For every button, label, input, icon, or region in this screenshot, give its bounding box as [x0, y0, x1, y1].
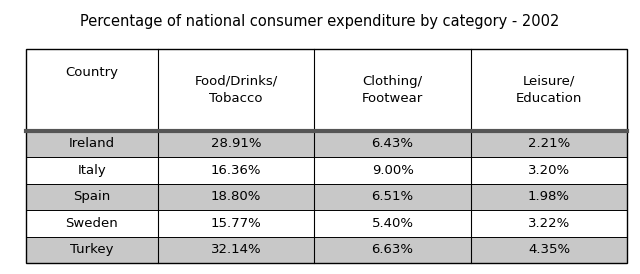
Text: 6.51%: 6.51%	[371, 190, 413, 203]
Text: 28.91%: 28.91%	[211, 137, 261, 150]
Text: 4.35%: 4.35%	[528, 243, 570, 256]
Text: Percentage of national consumer expenditure by category - 2002: Percentage of national consumer expendit…	[80, 14, 560, 29]
Text: 5.40%: 5.40%	[372, 217, 413, 230]
Text: Turkey: Turkey	[70, 243, 113, 256]
Text: 2.21%: 2.21%	[528, 137, 570, 150]
Text: 6.63%: 6.63%	[372, 243, 413, 256]
Text: 9.00%: 9.00%	[372, 164, 413, 177]
Text: 15.77%: 15.77%	[211, 217, 262, 230]
Polygon shape	[37, 92, 140, 114]
Text: Clothing/
Footwear: Clothing/ Footwear	[362, 75, 423, 105]
Text: Sweden: Sweden	[65, 217, 118, 230]
Text: 16.36%: 16.36%	[211, 164, 261, 177]
Text: Italy: Italy	[77, 164, 106, 177]
Text: 3.20%: 3.20%	[528, 164, 570, 177]
Text: Spain: Spain	[73, 190, 111, 203]
Text: 1.98%: 1.98%	[528, 190, 570, 203]
Text: 32.14%: 32.14%	[211, 243, 262, 256]
Text: Ireland: Ireland	[68, 137, 115, 150]
Text: 6.43%: 6.43%	[372, 137, 413, 150]
Text: 3.22%: 3.22%	[528, 217, 570, 230]
Text: Country: Country	[65, 65, 118, 79]
Text: 18.80%: 18.80%	[211, 190, 261, 203]
Text: Food/Drinks/
Tobacco: Food/Drinks/ Tobacco	[195, 75, 278, 105]
Text: Leisure/
Education: Leisure/ Education	[516, 75, 582, 105]
